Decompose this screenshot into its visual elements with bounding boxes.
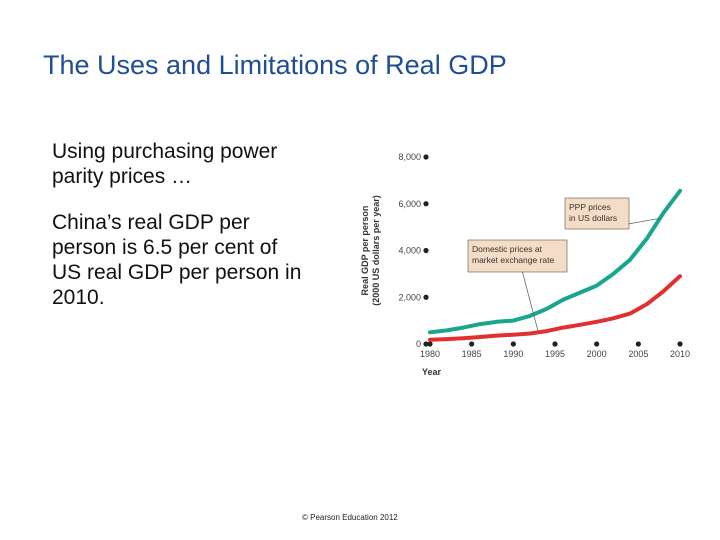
- x-tick-dot: [427, 341, 433, 347]
- y-tick-label: 0: [416, 339, 421, 349]
- y-tick-dot: [423, 201, 429, 207]
- annotation-box-ppp: [564, 197, 630, 230]
- y-tick-label: 4,000: [398, 246, 421, 256]
- y-tick-label: 2,000: [398, 292, 421, 302]
- x-tick-dot: [677, 341, 683, 347]
- annotation-label-line: Domestic prices at: [472, 244, 543, 254]
- x-tick-dot: [635, 341, 641, 347]
- body-paragraph-china-gdp: China’s real GDP per person is 6.5 per c…: [52, 211, 302, 309]
- y-axis-title-line: Real GDP per person: [360, 206, 370, 296]
- annotation-box-market: [467, 239, 568, 273]
- x-tick-label: 2005: [628, 349, 648, 359]
- x-tick-label: 2000: [587, 349, 607, 359]
- y-tick-dot: [423, 294, 429, 300]
- y-tick-label: 8,000: [398, 152, 421, 162]
- x-tick-dot: [552, 341, 558, 347]
- x-axis-title: Year: [422, 367, 442, 377]
- y-tick-dot: [423, 341, 429, 347]
- gdp-line-chart: 0 2,000 4,000 6,000 8,000 1980 1985 1990 1995 200…: [360, 152, 690, 377]
- x-tick-dot: [594, 341, 600, 347]
- x-tick-dot: [510, 341, 516, 347]
- y-tick-dot: [423, 247, 429, 254]
- x-tick-label: 2010: [670, 349, 690, 359]
- x-tick-label: 1990: [503, 349, 523, 359]
- y-tick-dot: [423, 154, 429, 160]
- y-axis-title-line: (2000 US dollars per year): [371, 195, 381, 306]
- y-tick-label: 6,000: [398, 199, 421, 209]
- annotation-leader-market: [522, 271, 539, 333]
- annotation-label-line: market exchange rate: [472, 255, 554, 265]
- series-line-market-rate: [428, 274, 682, 342]
- copyright-footer: © Pearson Education 2012: [302, 513, 398, 522]
- series-line-ppp: [428, 188, 682, 335]
- annotation-label-line: in US dollars: [569, 213, 617, 223]
- x-tick-label: 1980: [420, 349, 440, 359]
- slide-title: The Uses and Limitations of Real GDP: [43, 50, 507, 80]
- body-paragraph-ppp: Using purchasing power parity prices …: [52, 140, 278, 188]
- x-tick-label: 1995: [545, 349, 565, 359]
- x-tick-dot: [469, 341, 475, 347]
- x-tick-label: 1985: [462, 349, 482, 359]
- annotation-label-line: PPP prices: [569, 202, 611, 212]
